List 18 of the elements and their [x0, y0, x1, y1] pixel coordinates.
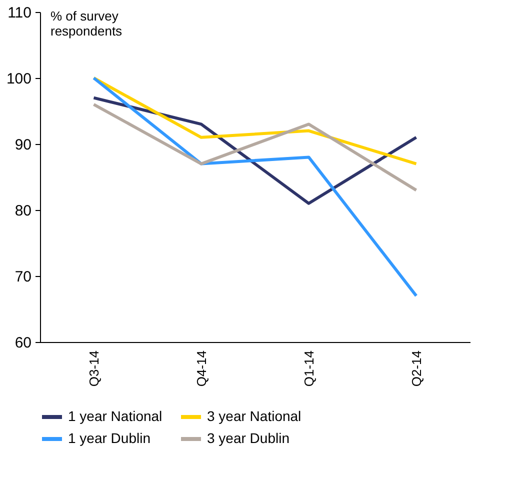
legend-label: 1 year National [68, 408, 162, 424]
x-tick-label: Q1-14 [301, 350, 316, 387]
x-tick-label: Q3-14 [86, 350, 102, 387]
legend-label: 3 year National [207, 408, 302, 424]
legend-label: 3 year Dublin [207, 430, 290, 446]
line-series [92, 76, 418, 298]
y-tick-label: 110 [8, 4, 32, 22]
y-tick-label: 80 [14, 202, 32, 220]
y-axis-title: % of survey respondents [50, 8, 123, 38]
y-tick-label: 100 [6, 70, 32, 88]
line-series [92, 76, 418, 166]
y-tick-label: 70 [14, 268, 32, 286]
y-tick-label: 60 [14, 334, 32, 352]
legend-label: 1 year Dublin [68, 430, 150, 446]
x-tick-label: Q2-14 [408, 350, 424, 387]
x-tick-label: Q4-14 [194, 350, 209, 387]
y-tick-label: 90 [14, 136, 32, 154]
line-series [92, 102, 418, 192]
